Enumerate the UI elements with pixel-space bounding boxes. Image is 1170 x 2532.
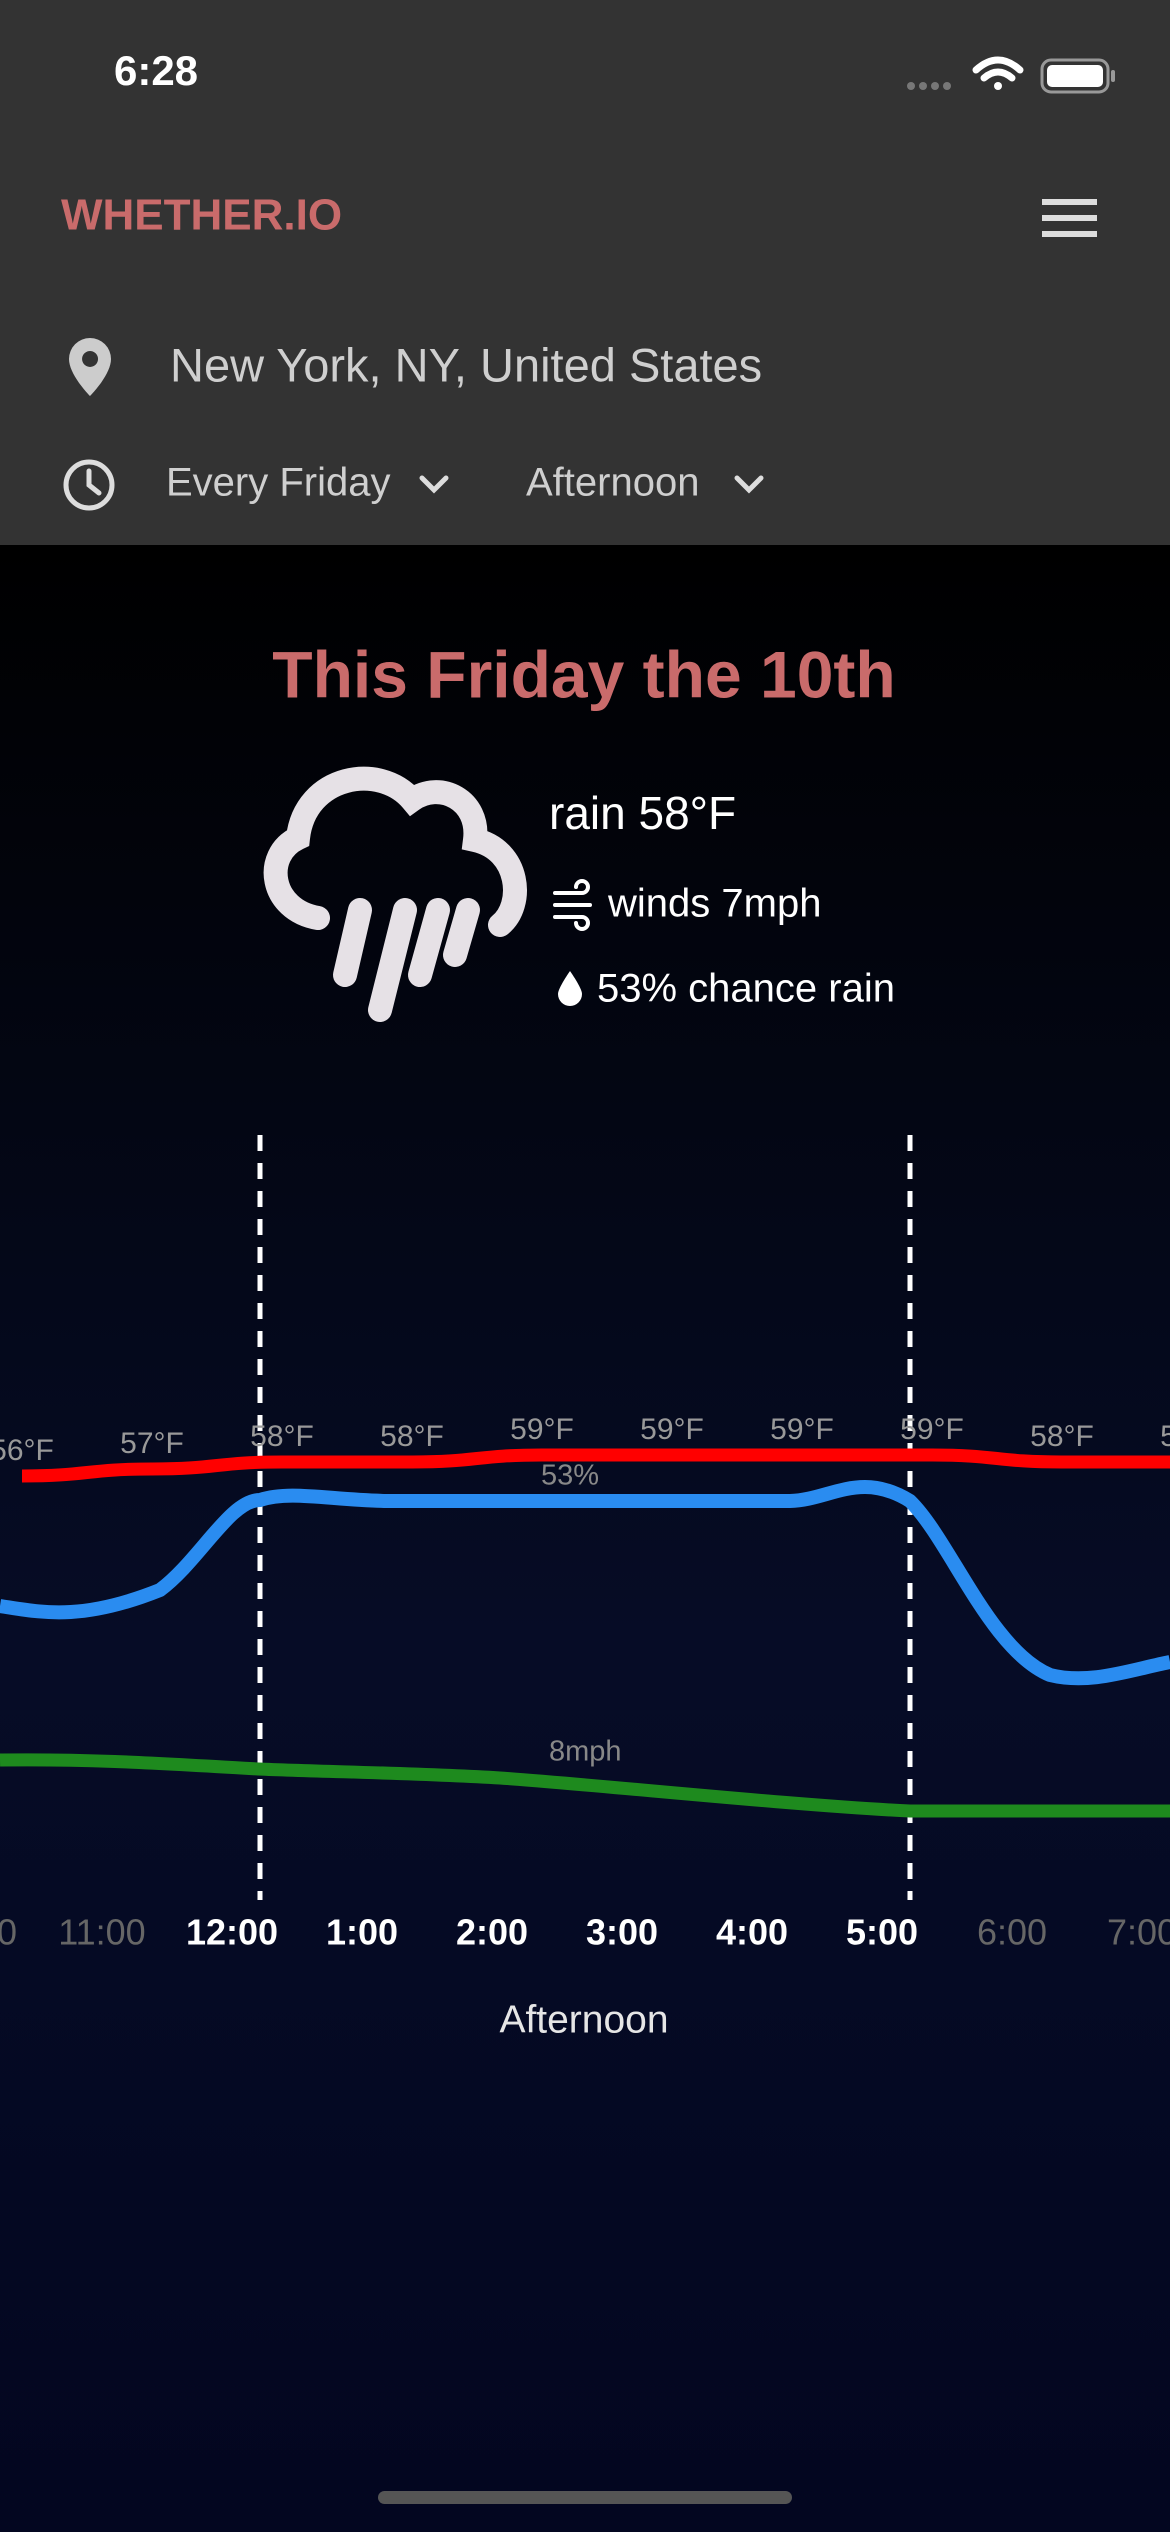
rain-chance-label: 53% — [541, 1460, 599, 1492]
temperature-label: 58°F — [380, 1420, 444, 1453]
temperature-label: 56°F — [0, 1434, 54, 1467]
temperature-label: 58°F — [1160, 1420, 1170, 1453]
temperature-label: 58°F — [1030, 1420, 1094, 1453]
window-label: Afternoon — [499, 1998, 668, 2041]
hour-label: 7:00 — [1107, 1912, 1170, 1953]
period-select[interactable]: Afternoon — [526, 461, 699, 505]
header-background — [0, 0, 1170, 545]
menu-button[interactable] — [1042, 199, 1097, 237]
hour-label: 10:00 — [0, 1912, 17, 1953]
hour-label: 11:00 — [58, 1912, 145, 1953]
hour-label: 5:00 — [846, 1912, 918, 1953]
body-background — [0, 545, 1170, 2532]
hour-label: 1:00 — [326, 1912, 398, 1953]
temperature-label: 57°F — [120, 1427, 184, 1460]
forecast-title: This Friday the 10th — [272, 637, 895, 711]
temperature-label: 59°F — [640, 1413, 704, 1446]
hour-label: 6:00 — [977, 1912, 1047, 1953]
wind-icon — [553, 879, 592, 931]
location-icon — [69, 338, 111, 396]
signal-icon — [907, 82, 951, 90]
rain-chance-line — [0, 1480, 1170, 1686]
rain-cloud-icon — [263, 766, 527, 1022]
brand: WHETHER.IO — [61, 191, 342, 240]
status-time: 6:28 — [114, 47, 198, 94]
wind-label: 8mph — [549, 1736, 622, 1768]
period-chevron[interactable] — [734, 475, 764, 494]
condition: rain 58°F — [549, 787, 736, 839]
day-chevron[interactable] — [419, 475, 449, 494]
wind: winds 7mph — [607, 882, 821, 926]
rain-chance: 53% chance rain — [597, 967, 895, 1011]
temperature-line — [21, 1448, 1170, 1483]
temperature-label: 59°F — [900, 1413, 964, 1446]
location[interactable]: New York, NY, United States — [170, 338, 762, 391]
hour-label: 12:00 — [186, 1912, 278, 1953]
temperature-label: 58°F — [250, 1420, 314, 1453]
temperature-label: 59°F — [770, 1413, 834, 1446]
wind-line — [0, 1753, 1170, 1818]
clock-icon — [63, 459, 115, 511]
temperature-label: 59°F — [510, 1413, 574, 1446]
day-select[interactable]: Every Friday — [166, 461, 391, 505]
battery-icon — [1040, 58, 1115, 94]
home-indicator — [378, 2491, 792, 2504]
hour-label: 4:00 — [716, 1912, 788, 1953]
drop-icon — [558, 971, 582, 1006]
wifi-icon — [972, 56, 1024, 90]
hour-label: 3:00 — [586, 1912, 658, 1953]
hour-label: 2:00 — [456, 1912, 528, 1953]
